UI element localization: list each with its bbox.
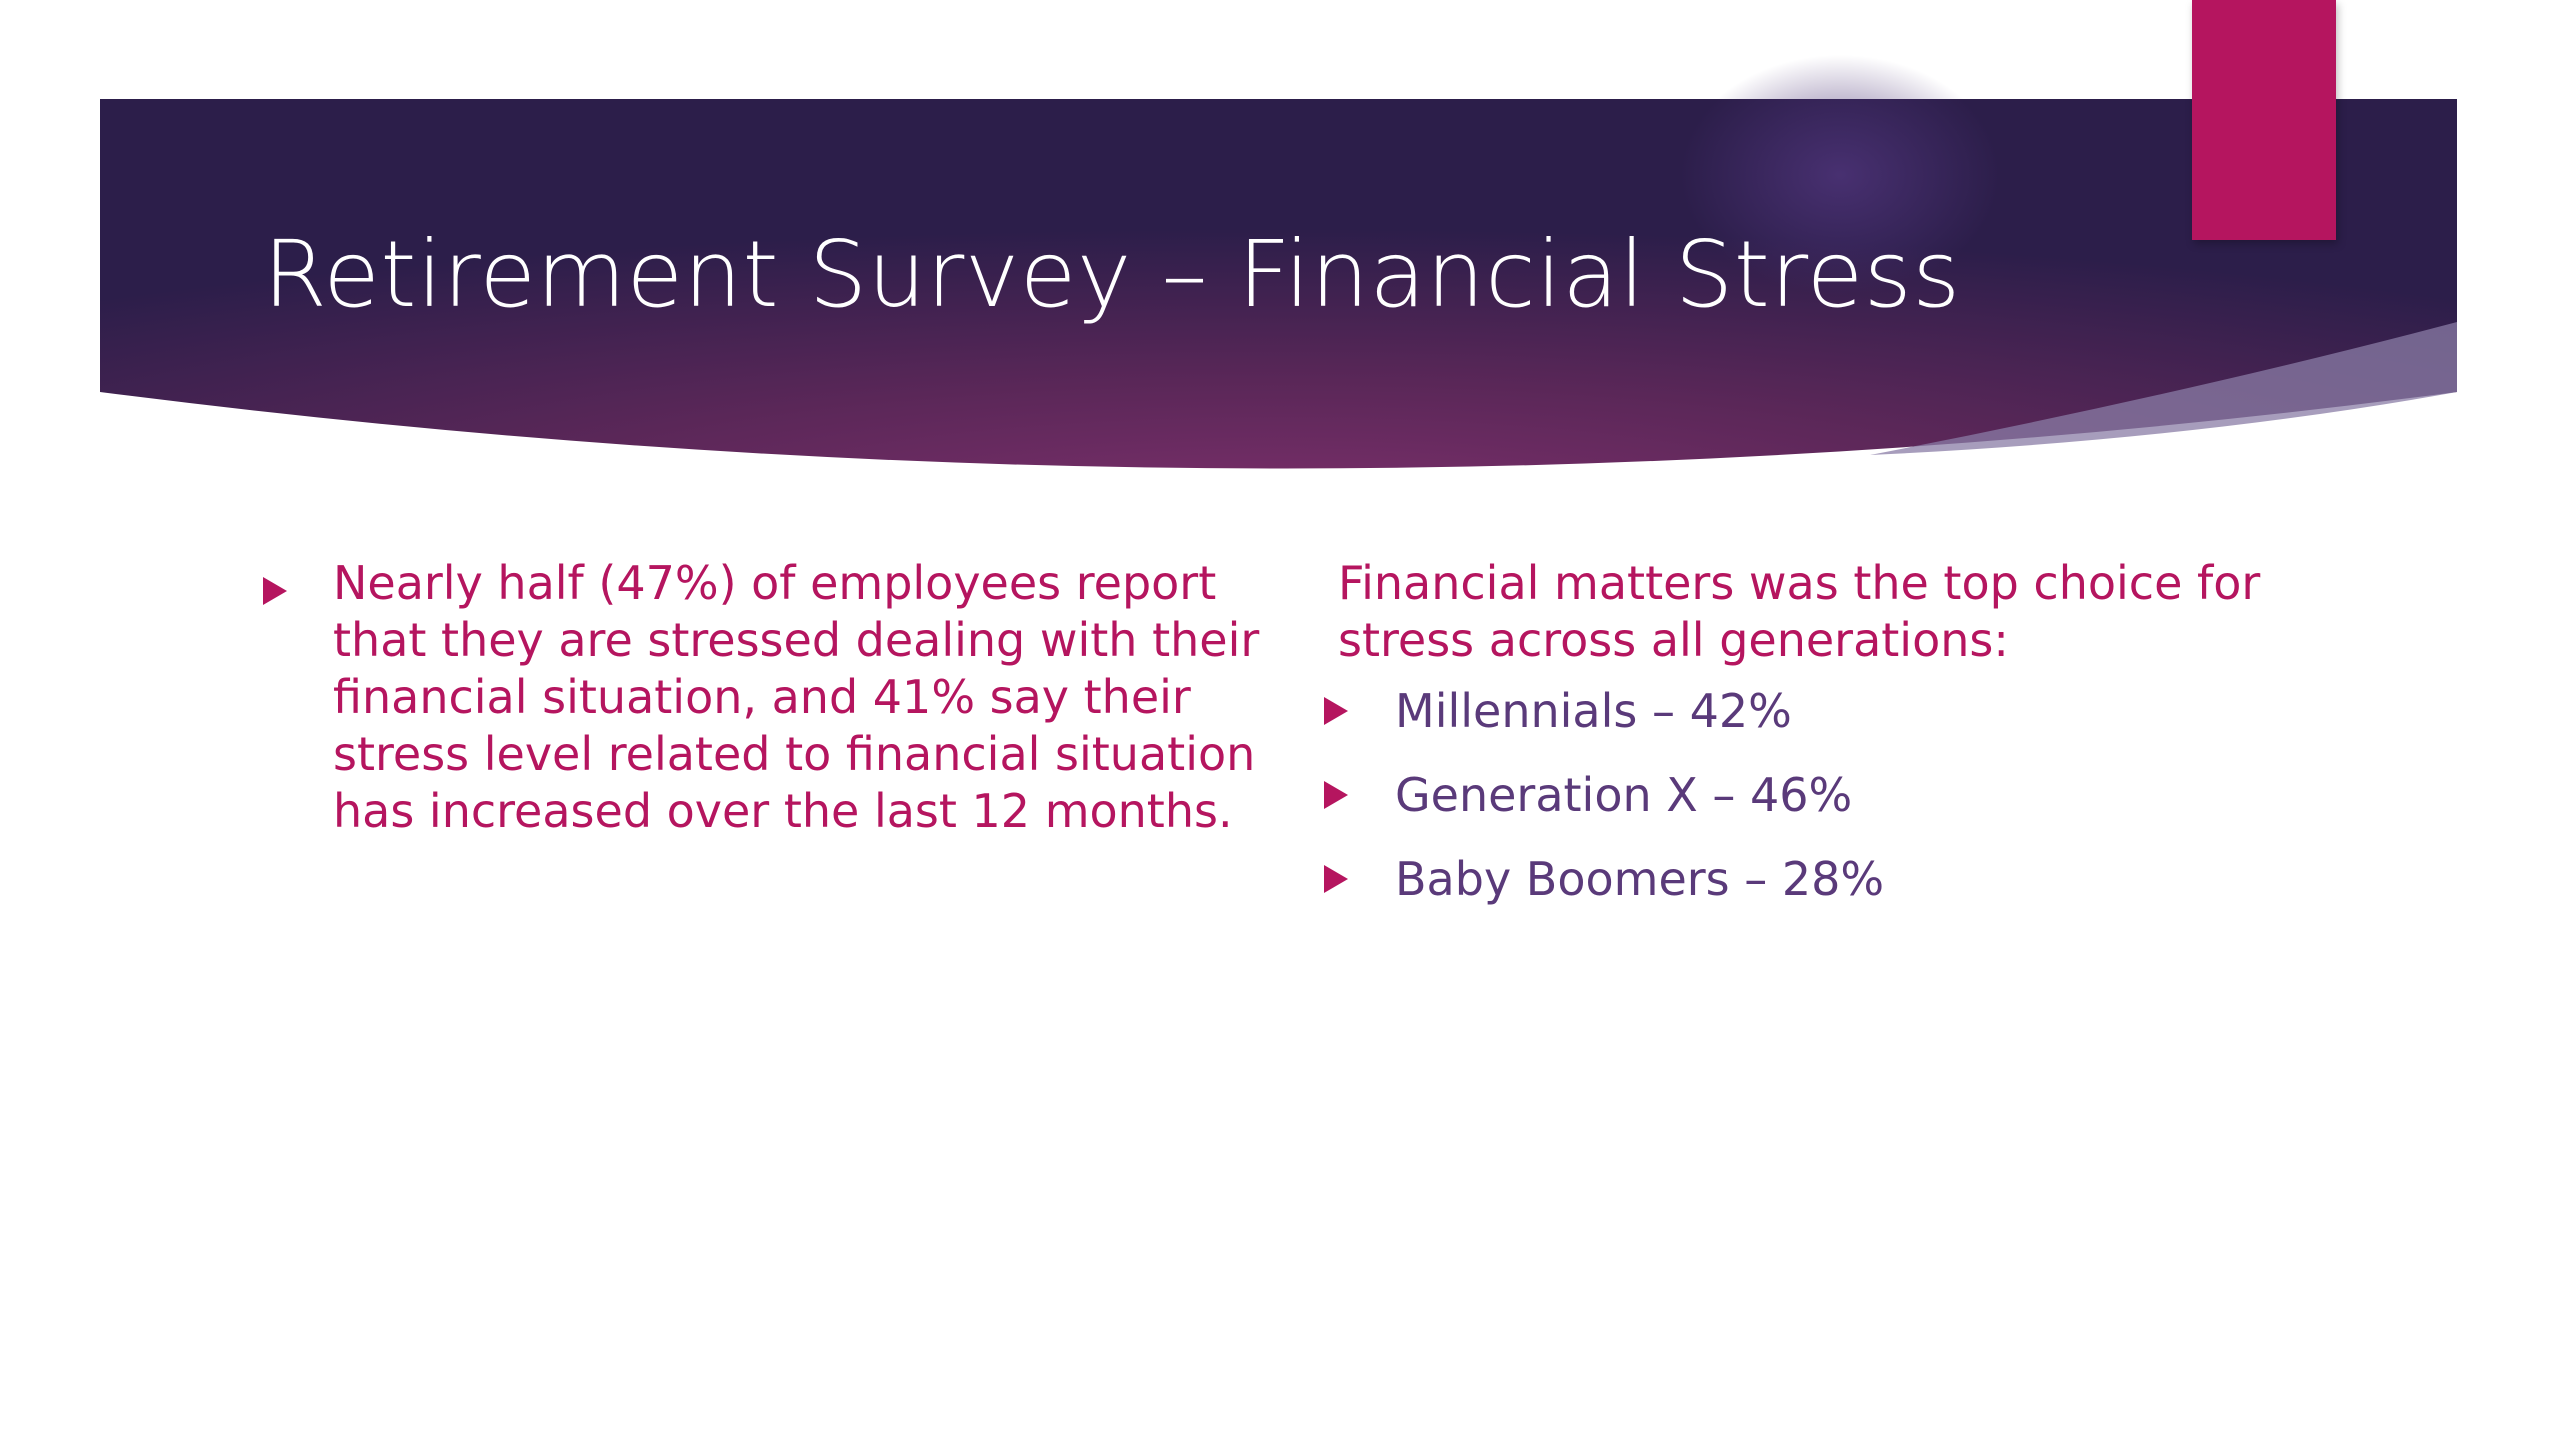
list-item: Baby Boomers – 28% — [1324, 851, 2338, 935]
generation-label: Baby Boomers – 28% — [1395, 852, 1885, 906]
slide-title: Retirement Survey – Financial Stress — [263, 221, 1961, 328]
right-column: Financial matters was the top choice for… — [1324, 555, 2338, 935]
banner-glow — [1680, 55, 2000, 295]
generation-label: Millennials – 42% — [1395, 684, 1792, 738]
bullet-paragraph: Nearly half (47%) of employees report th… — [263, 555, 1263, 840]
accent-tab — [2192, 0, 2336, 240]
list-item: Generation X – 46% — [1324, 767, 2338, 851]
generation-list: Millennials – 42% Generation X – 46% Bab… — [1324, 683, 2338, 935]
left-column: Nearly half (47%) of employees report th… — [263, 555, 1263, 840]
triangle-right-icon — [1324, 865, 1348, 893]
title-banner — [100, 55, 2457, 469]
generations-intro: Financial matters was the top choice for… — [1338, 556, 2261, 667]
triangle-right-icon — [1324, 697, 1348, 725]
bullet-text: Nearly half (47%) of employees report th… — [333, 556, 1260, 838]
generation-label: Generation X – 46% — [1395, 768, 1853, 822]
banner-swoosh — [1870, 322, 2457, 455]
triangle-right-icon — [1324, 781, 1348, 809]
list-item: Millennials – 42% — [1324, 683, 2338, 767]
triangle-right-icon — [263, 577, 287, 605]
